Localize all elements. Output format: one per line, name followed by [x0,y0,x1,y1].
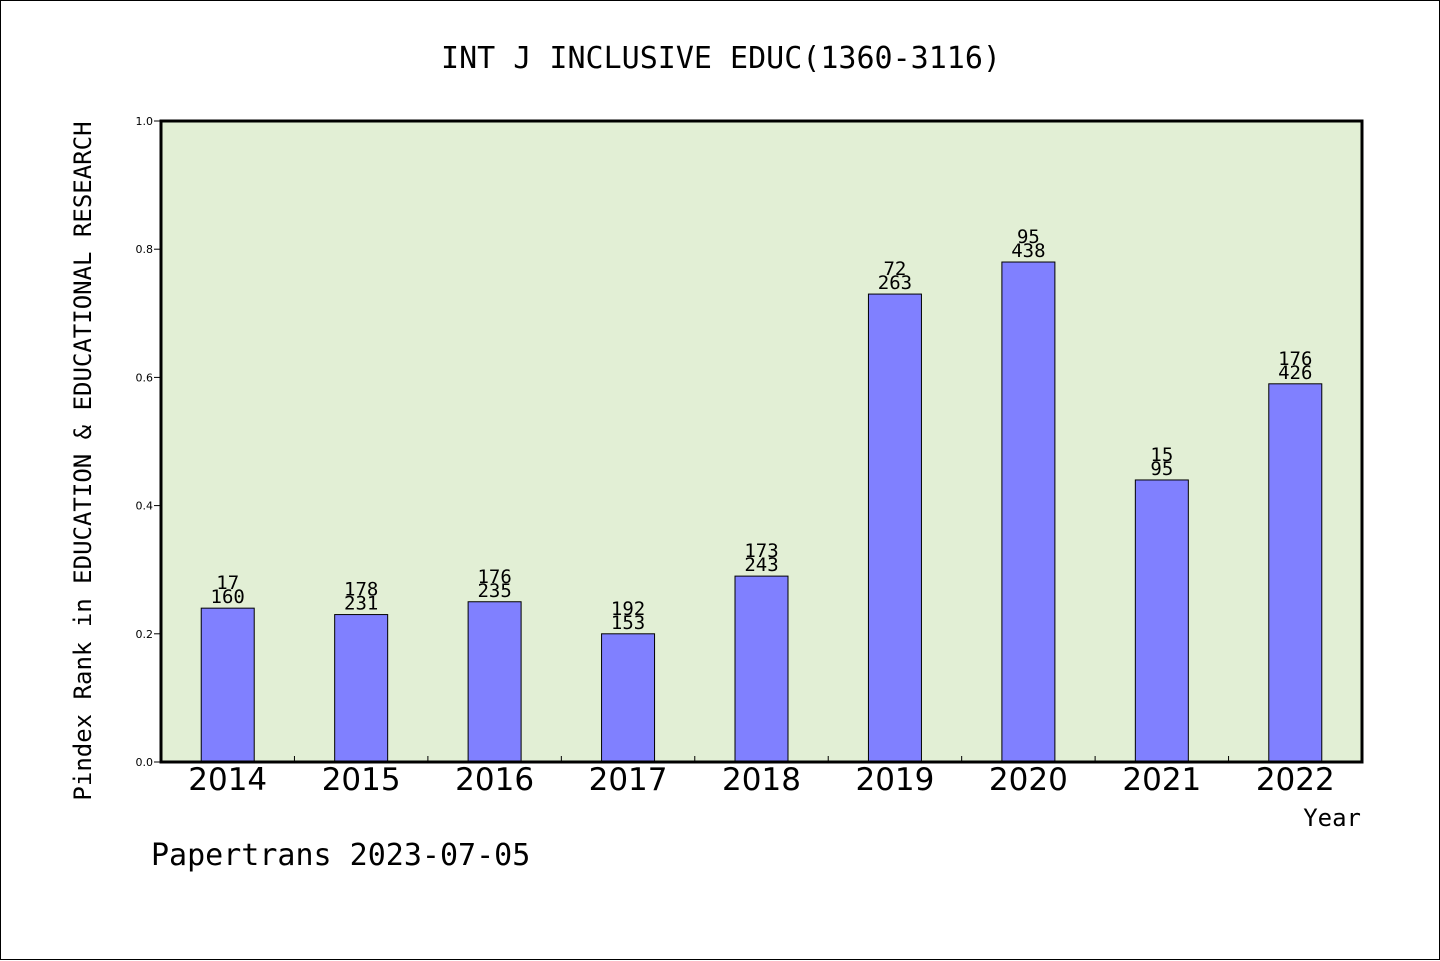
bar-label-top: 176 [477,566,511,588]
bar-label-top: 178 [344,579,378,601]
x-tick-label: 2017 [589,762,668,798]
bar-2021 [1134,479,1189,763]
bar-label-bottom: 231 [344,593,378,615]
bar-label-top: 15 [1150,444,1173,466]
bar-label-top: 72 [883,258,906,280]
x-tick-label: 2021 [1122,762,1201,798]
bar-2019 [867,293,922,763]
bar-2016 [467,601,522,763]
bar-label-top: 17 [216,572,239,594]
bar-2017 [601,633,656,763]
y-axis-ticks: 0.0 0.2 0.4 0.6 0.8 1.0 [136,115,161,769]
y-axis-label: Pindex Rank in EDUCATION & EDUCATIONAL R… [69,121,97,800]
bar-series [200,261,1323,763]
bar-2018 [734,575,789,763]
bar-label-bottom: 235 [477,580,511,602]
y-tick-label: 0.2 [136,628,154,641]
bar-2015 [334,614,389,763]
bar-label-bottom: 153 [611,612,645,634]
bar-2020 [1001,261,1056,763]
bar-label-top: 95 [1017,226,1040,248]
bar-label-bottom: 426 [1278,362,1312,384]
y-tick-label: 1.0 [136,115,154,128]
x-tick-label: 2019 [855,762,934,798]
x-tick-label: 2020 [989,762,1068,798]
footer-watermark: Papertrans 2023-07-05 [151,838,530,873]
x-tick-label: 2015 [322,762,401,798]
x-tick-label: 2016 [455,762,534,798]
plot-border [159,119,1364,764]
x-tick-label: 2022 [1256,762,1335,798]
bar-label-bottom: 263 [878,272,912,294]
bar-label-top: 192 [611,598,645,620]
y-tick-label: 0.6 [136,371,154,384]
x-tick-labels: 2014 2015 2016 2017 2018 2019 2020 2021 2022 [188,762,1334,798]
bar-2022 [1268,383,1323,763]
y-tick-label: 0.8 [136,243,154,256]
bar-label-bottom: 95 [1150,458,1173,480]
y-tick-label: 0.0 [136,756,154,769]
x-axis-label: Year [1303,804,1361,832]
bar-label-top: 173 [744,540,778,562]
bar-label-bottom: 243 [744,554,778,576]
x-tick-label: 2014 [188,762,267,798]
bar-2014 [200,607,255,763]
bar-label-bottom: 160 [211,586,245,608]
chart-title: INT J INCLUSIVE EDUC(1360-3116) [441,41,1001,76]
y-tick-label: 0.4 [136,500,154,513]
x-tick-label: 2018 [722,762,801,798]
bar-label-top: 176 [1278,348,1312,370]
bar-label-bottom: 438 [1011,240,1045,262]
